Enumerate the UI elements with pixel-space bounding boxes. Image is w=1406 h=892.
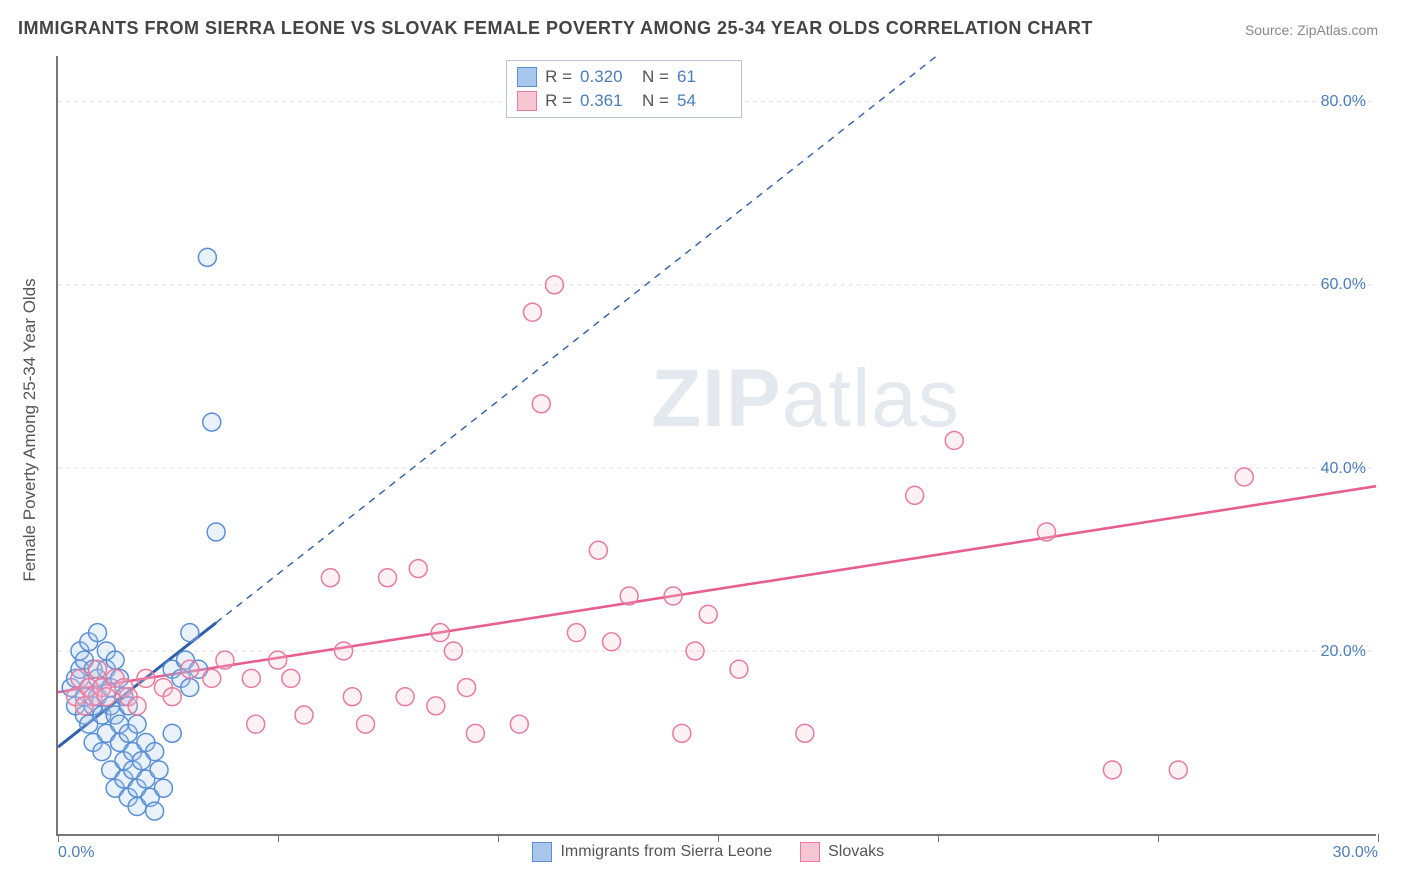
data-point xyxy=(466,724,484,742)
data-point xyxy=(673,724,691,742)
legend-series-label: Slovaks xyxy=(828,843,884,861)
data-point xyxy=(181,624,199,642)
data-point xyxy=(242,669,260,687)
data-point xyxy=(1038,523,1056,541)
data-point xyxy=(295,706,313,724)
legend-series-label: Immigrants from Sierra Leone xyxy=(560,843,772,861)
data-point xyxy=(247,715,265,733)
data-point xyxy=(163,688,181,706)
data-point xyxy=(730,660,748,678)
data-point xyxy=(431,624,449,642)
data-point xyxy=(458,679,476,697)
trend-line-extrapolated xyxy=(216,56,937,623)
data-point xyxy=(357,715,375,733)
data-point xyxy=(1103,761,1121,779)
data-point xyxy=(150,761,168,779)
data-point xyxy=(321,569,339,587)
data-point xyxy=(203,669,221,687)
legend-series-item: Immigrants from Sierra Leone xyxy=(532,842,772,862)
data-point xyxy=(620,587,638,605)
data-point xyxy=(181,679,199,697)
x-tick-label: 30.0% xyxy=(1333,844,1378,862)
data-point xyxy=(128,715,146,733)
data-point xyxy=(146,743,164,761)
data-point xyxy=(945,431,963,449)
legend-series-item: Slovaks xyxy=(800,842,884,862)
data-point xyxy=(379,569,397,587)
data-point xyxy=(796,724,814,742)
data-point xyxy=(137,669,155,687)
data-point xyxy=(282,669,300,687)
data-point xyxy=(1169,761,1187,779)
legend-series: Immigrants from Sierra Leone Slovaks xyxy=(532,842,884,862)
legend-swatch xyxy=(532,842,552,862)
data-point xyxy=(545,276,563,294)
data-point xyxy=(216,651,234,669)
data-point xyxy=(154,779,172,797)
data-point xyxy=(97,688,115,706)
chart-svg xyxy=(58,56,1376,834)
data-point xyxy=(93,743,111,761)
y-tick-label: 80.0% xyxy=(1321,93,1366,111)
data-point xyxy=(699,605,717,623)
data-point xyxy=(686,642,704,660)
legend-stat-row: R = 0.361N = 54 xyxy=(517,89,731,113)
data-point xyxy=(427,697,445,715)
data-point xyxy=(532,395,550,413)
y-tick-label: 20.0% xyxy=(1321,643,1366,661)
data-point xyxy=(567,624,585,642)
data-point xyxy=(396,688,414,706)
data-point xyxy=(589,541,607,559)
data-point xyxy=(203,413,221,431)
data-point xyxy=(198,248,216,266)
legend-stat-row: R = 0.320N = 61 xyxy=(517,65,731,89)
legend-stats-box: R = 0.320N = 61R = 0.361N = 54 xyxy=(506,60,742,118)
data-point xyxy=(343,688,361,706)
data-point xyxy=(269,651,287,669)
y-tick-label: 60.0% xyxy=(1321,276,1366,294)
data-point xyxy=(207,523,225,541)
y-axis-label: Female Poverty Among 25-34 Year Olds xyxy=(20,278,40,581)
data-point xyxy=(89,660,107,678)
data-point xyxy=(335,642,353,660)
data-point xyxy=(603,633,621,651)
data-point xyxy=(163,724,181,742)
data-point xyxy=(906,486,924,504)
data-point xyxy=(106,651,124,669)
legend-swatch xyxy=(800,842,820,862)
data-point xyxy=(128,697,146,715)
data-point xyxy=(510,715,528,733)
data-point xyxy=(146,802,164,820)
data-point xyxy=(664,587,682,605)
plot-area: ZIPatlas R = 0.320N = 61R = 0.361N = 54 … xyxy=(56,56,1376,836)
legend-swatch xyxy=(517,91,537,111)
chart-title: IMMIGRANTS FROM SIERRA LEONE VS SLOVAK F… xyxy=(18,18,1093,39)
y-tick-label: 40.0% xyxy=(1321,460,1366,478)
data-point xyxy=(181,660,199,678)
trend-line xyxy=(58,486,1376,692)
x-tick-label: 0.0% xyxy=(58,844,94,862)
source-attribution: Source: ZipAtlas.com xyxy=(1245,22,1378,38)
data-point xyxy=(409,560,427,578)
legend-swatch xyxy=(517,67,537,87)
data-point xyxy=(1235,468,1253,486)
data-point xyxy=(523,303,541,321)
data-point xyxy=(89,624,107,642)
data-point xyxy=(444,642,462,660)
